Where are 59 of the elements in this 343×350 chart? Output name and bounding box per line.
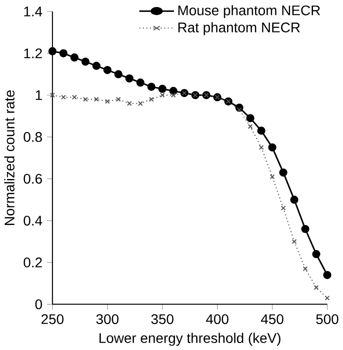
point — [302, 266, 308, 272]
y-axis-title: Normalized count rate — [4, 90, 14, 225]
point — [136, 78, 144, 87]
point — [248, 124, 253, 129]
point — [103, 66, 112, 74]
point — [147, 82, 156, 91]
point — [270, 174, 275, 180]
legend-label: Rat phantom NECR — [178, 22, 300, 36]
point — [280, 206, 286, 211]
point — [92, 62, 100, 70]
point — [236, 107, 242, 112]
y-tick-label: 0.8 — [24, 132, 42, 142]
point — [170, 92, 176, 98]
point — [126, 101, 132, 106]
y-tick-label: 0 — [35, 299, 42, 310]
point — [60, 94, 66, 100]
point — [160, 92, 165, 98]
y-tick-label: 0.2 — [24, 258, 42, 268]
point — [72, 94, 77, 100]
point — [246, 114, 254, 122]
y-tick-label: 1.4 — [24, 6, 42, 16]
y-tick-label: 0.4 — [24, 216, 42, 226]
point — [94, 96, 99, 102]
point — [114, 70, 122, 78]
point — [59, 49, 68, 58]
point — [279, 168, 288, 177]
point — [81, 58, 90, 66]
legend-label: Mouse phantom NECR — [178, 5, 320, 18]
point — [158, 84, 166, 93]
x-tick-label: 350 — [151, 314, 174, 324]
y-tick-label: 0.6 — [24, 174, 42, 184]
point — [314, 285, 319, 290]
y-tick-label: 1.2 — [24, 48, 42, 58]
point — [290, 196, 298, 204]
point — [104, 98, 110, 104]
point — [312, 250, 320, 258]
point — [50, 92, 55, 98]
y-tick-label: 1 — [36, 90, 42, 100]
point — [301, 224, 310, 234]
point — [323, 270, 332, 280]
point — [70, 53, 78, 62]
x-tick-label: 400 — [206, 314, 228, 324]
x-tick-label: 250 — [41, 314, 64, 324]
point — [82, 96, 88, 102]
x-tick-label: 500 — [316, 314, 338, 324]
x-tick-label: 300 — [96, 314, 118, 324]
x-tick-label: 450 — [260, 314, 284, 324]
point — [169, 86, 178, 96]
x-axis-title: Lower energy threshold (keV) — [99, 332, 280, 346]
point — [48, 47, 56, 56]
point — [116, 96, 121, 102]
point — [138, 101, 143, 106]
point — [258, 144, 264, 150]
point — [257, 126, 266, 135]
point — [148, 96, 154, 102]
point — [268, 143, 276, 152]
point — [125, 74, 134, 82]
point — [292, 239, 297, 244]
point — [324, 296, 330, 301]
